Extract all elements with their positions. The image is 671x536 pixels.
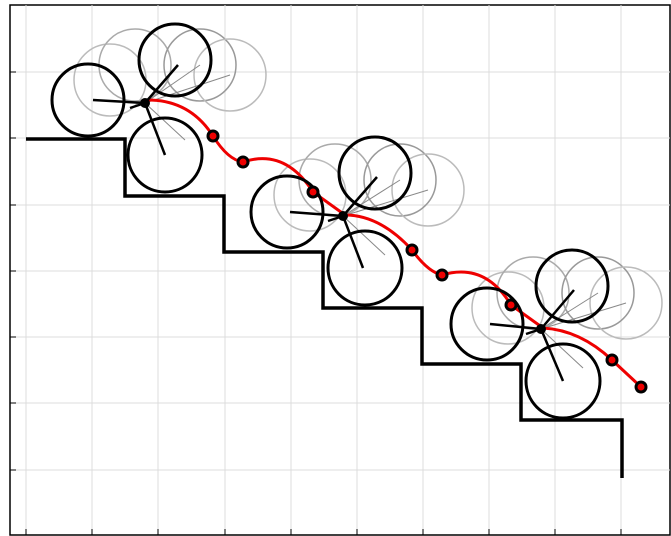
page (0, 0, 671, 536)
figure (0, 0, 671, 536)
